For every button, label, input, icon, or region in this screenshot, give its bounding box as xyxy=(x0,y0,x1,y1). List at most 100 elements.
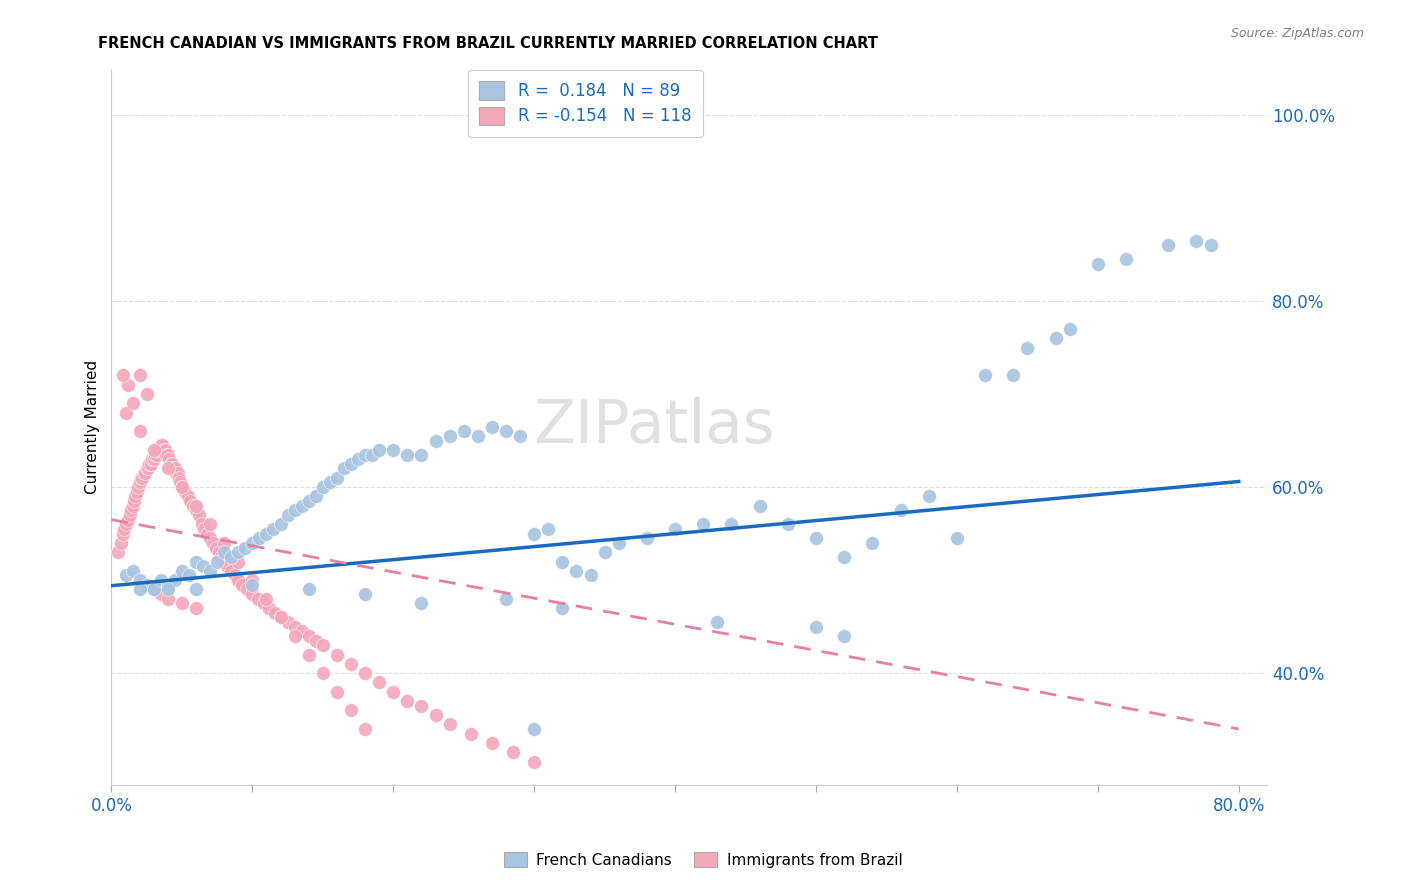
Point xyxy=(156,448,179,462)
Point xyxy=(860,536,883,550)
Point xyxy=(593,545,616,559)
Point xyxy=(121,396,143,410)
Point xyxy=(240,578,263,592)
Point xyxy=(193,522,215,536)
Point xyxy=(190,517,212,532)
Point xyxy=(354,666,377,681)
Point xyxy=(257,601,280,615)
Point xyxy=(117,513,139,527)
Point xyxy=(184,554,207,568)
Point xyxy=(179,494,201,508)
Text: ZIPatlas: ZIPatlas xyxy=(534,397,775,456)
Point xyxy=(453,425,475,439)
Point xyxy=(240,536,263,550)
Point xyxy=(136,461,159,475)
Point xyxy=(121,564,143,578)
Point xyxy=(231,578,253,592)
Point xyxy=(107,545,129,559)
Point xyxy=(254,591,277,606)
Point xyxy=(706,615,728,629)
Point xyxy=(128,475,150,490)
Point xyxy=(270,610,292,624)
Point xyxy=(354,448,377,462)
Point xyxy=(167,471,190,485)
Point xyxy=(219,549,242,564)
Point xyxy=(131,471,153,485)
Legend: R =  0.184   N = 89, R = -0.154   N = 118: R = 0.184 N = 89, R = -0.154 N = 118 xyxy=(468,70,703,137)
Point xyxy=(173,484,195,499)
Point xyxy=(298,582,321,597)
Point xyxy=(246,591,269,606)
Point xyxy=(277,615,299,629)
Point xyxy=(149,438,172,452)
Point xyxy=(326,648,349,662)
Point xyxy=(607,536,630,550)
Point xyxy=(157,452,180,467)
Point xyxy=(142,582,165,597)
Point xyxy=(135,578,157,592)
Point xyxy=(804,619,827,633)
Point xyxy=(198,564,221,578)
Point xyxy=(523,722,546,736)
Point xyxy=(176,490,198,504)
Point xyxy=(481,736,503,750)
Point xyxy=(495,591,517,606)
Point xyxy=(114,406,136,420)
Point xyxy=(162,461,184,475)
Point xyxy=(111,368,134,383)
Point xyxy=(326,471,349,485)
Point xyxy=(139,457,162,471)
Point xyxy=(918,490,941,504)
Point xyxy=(1017,341,1039,355)
Point xyxy=(181,499,204,513)
Point xyxy=(411,596,433,610)
Point xyxy=(135,461,157,475)
Point xyxy=(149,573,172,587)
Point xyxy=(155,448,177,462)
Point xyxy=(184,503,207,517)
Point xyxy=(354,722,377,736)
Point xyxy=(347,452,370,467)
Point xyxy=(219,564,242,578)
Point xyxy=(382,684,405,698)
Point xyxy=(114,568,136,582)
Point xyxy=(1059,322,1081,336)
Point xyxy=(509,429,531,443)
Point xyxy=(159,457,181,471)
Point xyxy=(170,480,193,494)
Point xyxy=(153,442,176,457)
Point xyxy=(134,466,156,480)
Point xyxy=(1002,368,1025,383)
Point xyxy=(305,490,328,504)
Point xyxy=(198,517,221,532)
Point xyxy=(305,633,328,648)
Point xyxy=(212,536,235,550)
Point xyxy=(166,466,188,480)
Point xyxy=(284,629,307,643)
Point xyxy=(270,610,292,624)
Point xyxy=(396,448,419,462)
Point xyxy=(201,536,224,550)
Point xyxy=(128,425,150,439)
Point xyxy=(132,466,155,480)
Point xyxy=(240,587,263,601)
Point xyxy=(215,559,238,574)
Point xyxy=(312,480,335,494)
Point xyxy=(254,526,277,541)
Point xyxy=(240,573,263,587)
Point xyxy=(467,429,489,443)
Point xyxy=(252,596,274,610)
Point xyxy=(170,564,193,578)
Point xyxy=(284,619,307,633)
Point xyxy=(212,554,235,568)
Point xyxy=(148,442,170,457)
Text: FRENCH CANADIAN VS IMMIGRANTS FROM BRAZIL CURRENTLY MARRIED CORRELATION CHART: FRENCH CANADIAN VS IMMIGRANTS FROM BRAZI… xyxy=(98,36,879,51)
Point xyxy=(340,703,363,717)
Point xyxy=(198,531,221,545)
Point xyxy=(117,377,139,392)
Text: Source: ZipAtlas.com: Source: ZipAtlas.com xyxy=(1230,27,1364,40)
Point xyxy=(425,434,447,448)
Point xyxy=(110,536,132,550)
Point xyxy=(1087,257,1109,271)
Point xyxy=(138,457,160,471)
